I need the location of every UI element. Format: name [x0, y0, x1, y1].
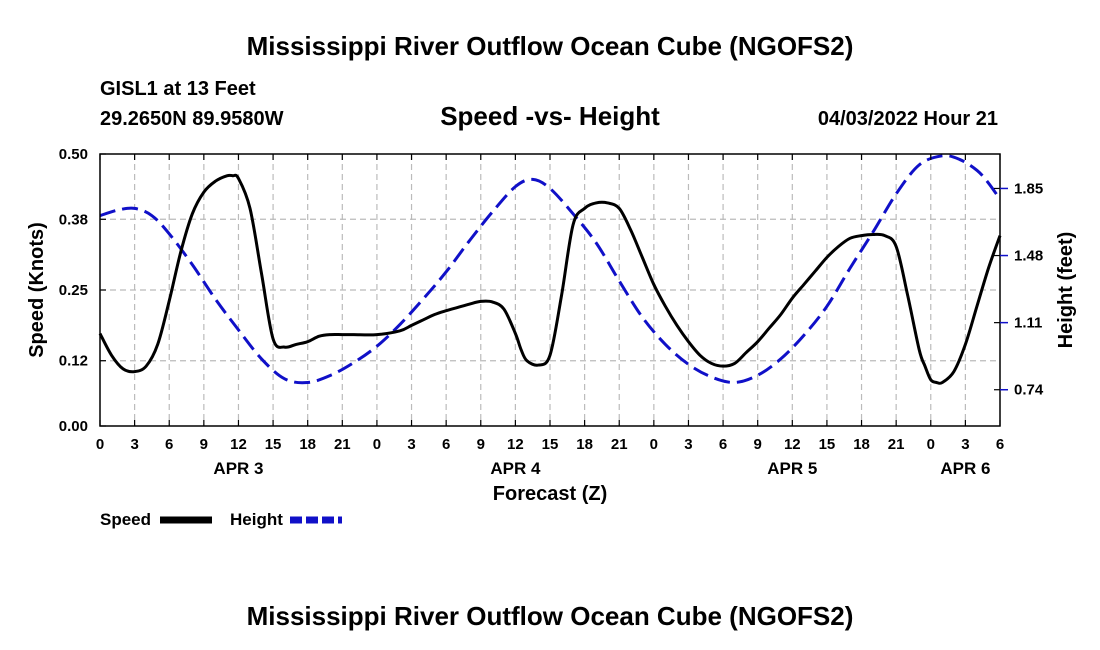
- x-tick-label: 21: [334, 436, 351, 453]
- x-tick-label: 15: [265, 436, 282, 453]
- x-tick-label: 18: [299, 436, 316, 453]
- x-tick-label: 12: [784, 436, 801, 453]
- x-tick-label: 0: [927, 436, 935, 453]
- x-axis-title: Forecast (Z): [493, 483, 607, 505]
- chart-subtitle: Speed -vs- Height: [440, 101, 660, 131]
- day-label: APR 3: [213, 459, 263, 478]
- grid: [100, 154, 1000, 426]
- height-line: [99, 154, 1002, 385]
- legend: Speed Height: [100, 510, 342, 529]
- y-left-tick-label: 0.00: [59, 418, 88, 435]
- day-label: APR 5: [767, 459, 817, 478]
- x-tick-label: 15: [542, 436, 559, 453]
- x-tick-label: 12: [230, 436, 247, 453]
- y-left-tick-label: 0.50: [59, 146, 88, 163]
- height-series: [99, 154, 1002, 385]
- x-tick-label: 3: [130, 436, 138, 453]
- coords-label: 29.2650N 89.9580W: [100, 108, 284, 130]
- x-tick-label: 21: [888, 436, 905, 453]
- x-tick-label: 0: [96, 436, 104, 453]
- x-tick-label: 0: [650, 436, 658, 453]
- x-tick-label: 15: [819, 436, 836, 453]
- x-tick-label: 6: [442, 436, 450, 453]
- footer-title: Mississippi River Outflow Ocean Cube (NG…: [247, 601, 854, 631]
- y-left-tick-label: 0.25: [59, 282, 88, 299]
- y-right-tick-label: 1.11: [1014, 315, 1042, 332]
- x-tick-label: 18: [853, 436, 870, 453]
- x-tick-label: 21: [611, 436, 628, 453]
- y-left-tick-label: 0.12: [59, 353, 88, 370]
- y-right-tick-label: 1.85: [1014, 180, 1043, 197]
- y-right-tick-label: 1.48: [1014, 248, 1043, 265]
- x-tick-label: 9: [200, 436, 208, 453]
- axes: 0 3 6 9 12 15 18 21 0 3 6 9 12 15 18 21 0 3 6 9 12 15 18 21 0 3 6 0…: [59, 146, 1044, 478]
- station-label: GISL1 at 13 Feet: [100, 78, 256, 100]
- y-right-tick-label: 0.74: [1014, 382, 1044, 399]
- x-tick-label: 18: [576, 436, 593, 453]
- x-tick-label: 0: [373, 436, 381, 453]
- x-tick-label: 6: [165, 436, 173, 453]
- legend-height-label: Height: [230, 510, 283, 529]
- legend-speed-label: Speed: [100, 510, 151, 529]
- datetime-label: 04/03/2022 Hour 21: [818, 108, 998, 130]
- main-title: Mississippi River Outflow Ocean Cube (NG…: [247, 31, 854, 61]
- y-axis-left-title: Speed (Knots): [26, 222, 48, 358]
- x-tick-label: 3: [961, 436, 969, 453]
- x-tick-label: 9: [477, 436, 485, 453]
- x-tick-label: 3: [684, 436, 692, 453]
- x-tick-label: 6: [996, 436, 1004, 453]
- x-tick-label: 6: [719, 436, 727, 453]
- speed-line: [98, 173, 1002, 385]
- day-label: APR 4: [490, 459, 541, 478]
- speed-series: [98, 173, 1002, 385]
- day-label: APR 6: [940, 459, 990, 478]
- y-axis-right-title: Height (feet): [1055, 232, 1077, 349]
- y-left-tick-label: 0.38: [59, 211, 88, 228]
- x-tick-label: 9: [754, 436, 762, 453]
- x-tick-label: 3: [407, 436, 415, 453]
- x-tick-label: 12: [507, 436, 524, 453]
